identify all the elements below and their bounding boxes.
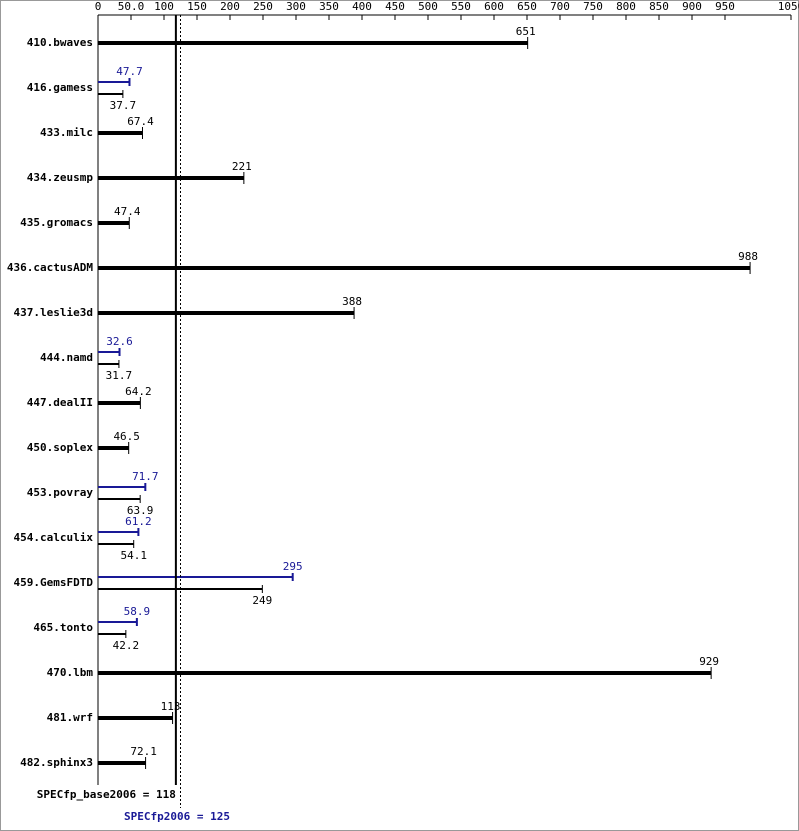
benchmark-label: 481.wrf (47, 711, 93, 724)
value-label: 72.1 (130, 745, 157, 758)
value-label: 249 (252, 594, 272, 607)
value-label: 651 (516, 25, 536, 38)
x-tick-label: 400 (352, 0, 372, 13)
x-tick-label: 650 (517, 0, 537, 13)
value-label: 31.7 (106, 369, 133, 382)
x-tick-label: 0 (95, 0, 102, 13)
value-label: 64.2 (125, 385, 152, 398)
x-tick-label: 200 (220, 0, 240, 13)
value-label: 113 (161, 700, 181, 713)
value-label: 988 (738, 250, 758, 263)
value-label: 67.4 (127, 115, 154, 128)
benchmark-label: 437.leslie3d (14, 306, 93, 319)
x-tick-label: 100 (154, 0, 174, 13)
x-tick-label: 950 (715, 0, 735, 13)
benchmark-label: 435.gromacs (20, 216, 93, 229)
value-label: 71.7 (132, 470, 159, 483)
value-label: 63.9 (127, 504, 154, 517)
benchmark-label: 434.zeusmp (27, 171, 94, 184)
x-tick-label: 350 (319, 0, 339, 13)
benchmark-label: 433.milc (40, 126, 93, 139)
value-label: 47.4 (114, 205, 141, 218)
peak-mean-label: SPECfp2006 = 125 (124, 810, 230, 823)
x-tick-label: 500 (418, 0, 438, 13)
x-tick-label: 900 (682, 0, 702, 13)
benchmark-label: 410.bwaves (27, 36, 93, 49)
x-tick-label: 1050 (778, 0, 799, 13)
value-label: 61.2 (125, 515, 152, 528)
x-tick-label: 150 (187, 0, 207, 13)
x-tick-label: 850 (649, 0, 669, 13)
x-tick-label: 600 (484, 0, 504, 13)
value-label: 47.7 (116, 65, 143, 78)
value-label: 54.1 (120, 549, 147, 562)
x-tick-label: 750 (583, 0, 603, 13)
x-tick-label: 700 (550, 0, 570, 13)
base-mean-label: SPECfp_base2006 = 118 (37, 788, 176, 801)
value-label: 42.2 (113, 639, 140, 652)
benchmark-label: 470.lbm (47, 666, 94, 679)
value-label: 32.6 (106, 335, 133, 348)
value-label: 221 (232, 160, 252, 173)
benchmark-label: 465.tonto (33, 621, 93, 634)
x-tick-label: 250 (253, 0, 273, 13)
benchmark-label: 482.sphinx3 (20, 756, 93, 769)
benchmark-label: 453.povray (27, 486, 94, 499)
benchmark-label: 459.GemsFDTD (14, 576, 94, 589)
x-tick-label: 550 (451, 0, 471, 13)
value-label: 295 (283, 560, 303, 573)
x-tick-label: 450 (385, 0, 405, 13)
value-label: 388 (342, 295, 362, 308)
benchmark-label: 436.cactusADM (7, 261, 93, 274)
value-label: 929 (699, 655, 719, 668)
x-tick-label: 300 (286, 0, 306, 13)
benchmark-label: 450.soplex (27, 441, 94, 454)
x-tick-label: 50.0 (118, 0, 145, 13)
value-label: 37.7 (110, 99, 137, 112)
value-label: 58.9 (124, 605, 151, 618)
benchmark-label: 454.calculix (14, 531, 94, 544)
value-label: 46.5 (113, 430, 140, 443)
x-tick-label: 800 (616, 0, 636, 13)
benchmark-label: 447.dealII (27, 396, 93, 409)
benchmark-label: 444.namd (40, 351, 93, 364)
benchmark-label: 416.gamess (27, 81, 93, 94)
